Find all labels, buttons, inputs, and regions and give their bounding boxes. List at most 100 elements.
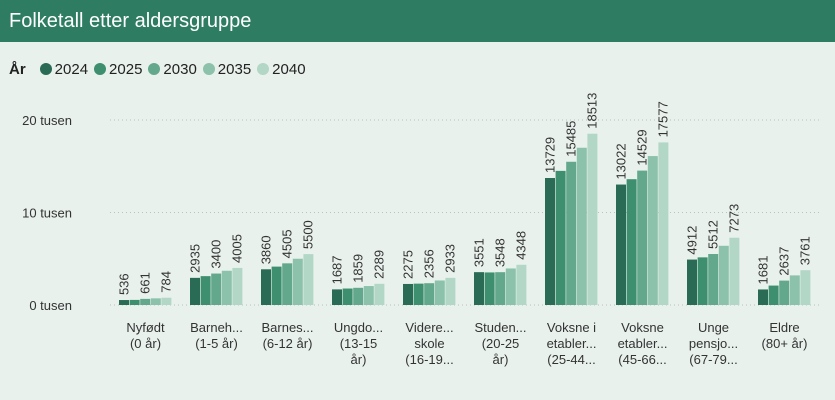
bar-2025 [129,299,140,305]
panel-title: Folketall etter aldersgruppe [9,10,252,32]
legend-item-2025[interactable]: 2025 [94,61,142,78]
x-tick-label: Voksne [621,320,664,335]
data-label: 2356 [422,249,437,278]
x-tick-label: pensjo... [689,336,738,351]
data-label: 536 [116,273,131,295]
data-label: 661 [138,272,153,294]
bar-2035 [363,286,374,305]
data-label: 3551 [471,238,486,267]
x-tick-label: Ungdo... [334,320,383,335]
bar-2024 [545,178,555,305]
legend-label: 2030 [163,60,197,78]
data-label: 13022 [613,143,628,179]
legend-marker [257,63,270,75]
x-tick-label: Voksne i [547,320,596,335]
bar-2035 [718,245,729,305]
data-label: 5500 [301,220,316,249]
x-tick-label: år) [493,352,509,367]
bar-2035 [434,280,445,305]
x-tick-label: Barneh... [190,320,243,335]
bar-2030 [424,283,435,305]
legend-label: 2025 [109,60,143,78]
bar-2024 [119,300,129,305]
bar-2035 [576,147,587,305]
bar-2030 [495,272,506,305]
legend-title: År [9,60,26,78]
data-label: 2933 [443,244,458,273]
chart-legend[interactable]: År 2024 2025 2030 2035 2040 [9,58,312,80]
legend-marker [148,63,161,75]
bar-2030 [282,263,293,305]
bar-2040 [587,133,598,305]
y-tick-label: 10 tusen [22,206,72,221]
bar-2040 [303,254,314,305]
data-label: 1687 [329,255,344,284]
data-label: 3400 [209,240,224,269]
x-tick-label: år) [351,352,367,367]
bar-2040 [374,283,385,305]
legend-label: 2040 [272,60,306,78]
x-tick-label: Nyfødt [126,320,165,335]
bar-2025 [484,272,495,305]
data-label: 17577 [656,101,671,137]
x-tick-label: etabler... [547,336,597,351]
legend-item-2024[interactable]: 2024 [39,61,88,78]
bar-2025 [768,285,779,305]
bar-2040 [445,277,456,305]
data-label: 5512 [706,220,721,249]
bar-2025 [271,266,282,305]
bar-2030 [211,273,222,305]
data-label: 3860 [258,235,273,264]
bar-2030 [708,254,719,305]
x-tick-label: Unge [698,320,729,335]
data-label: 13729 [542,137,557,173]
bar-2040 [516,264,527,305]
x-tick-label: (25-44... [547,352,595,367]
bar-2035 [292,258,303,305]
bar-2040 [161,297,172,305]
data-label: 15485 [564,121,579,157]
bar-2030 [353,287,364,305]
bar-2025 [342,288,353,305]
legend-item-2040[interactable]: 2040 [257,60,306,78]
y-tick-label: 0 tusen [29,298,72,313]
bar-2040 [729,237,740,305]
bar-2025 [413,283,424,305]
x-tick-label: (13-15 [340,336,378,351]
bar-2035 [647,156,658,305]
x-tick-label: Videre... [405,320,453,335]
legend-item-2030[interactable]: 2030 [148,60,197,78]
x-tick-label: (67-79... [689,352,737,367]
data-label: 4005 [230,234,245,263]
data-label: 7273 [727,204,742,233]
x-tick-label: (80+ år) [762,336,808,351]
bar-2024 [403,283,413,305]
legend-item-2035[interactable]: 2035 [202,61,251,78]
legend-marker [39,63,52,75]
x-tick-label: Barnes... [261,320,313,335]
panel-header: Folketall etter aldersgruppe [0,0,835,42]
bar-2035 [150,298,161,305]
bar-2035 [221,270,232,305]
bar-2024 [616,184,626,305]
bar-2025 [697,257,708,305]
data-label: 1859 [351,254,366,283]
data-label: 4912 [684,226,699,255]
bar-2030 [779,280,790,305]
x-tick-label: (20-25 [482,336,520,351]
data-label: 18513 [585,93,600,129]
data-label: 4348 [514,231,529,260]
x-tick-label: (1-5 år) [195,336,238,351]
data-label: 3548 [493,238,508,267]
x-tick-label: (45-66... [618,352,666,367]
x-tick-label: (0 år) [130,336,161,351]
bar-2024 [687,259,697,305]
bar-2024 [758,289,768,305]
data-label: 784 [159,271,174,293]
bar-2030 [566,161,577,305]
bar-2024 [190,277,200,305]
bar-2035 [789,275,800,305]
bar-2030 [637,170,648,305]
data-label: 3761 [798,236,813,265]
